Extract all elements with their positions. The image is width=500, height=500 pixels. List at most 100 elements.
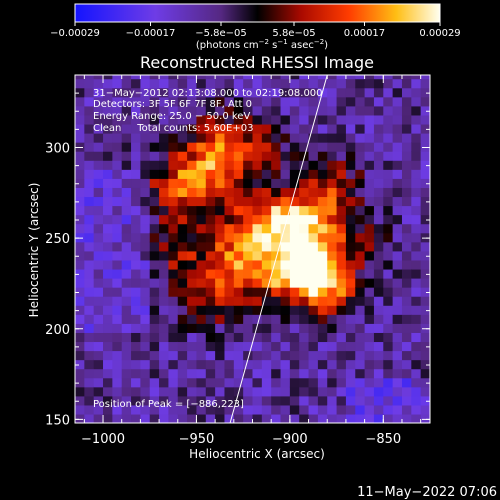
- heatmap-pixel: [252, 250, 263, 261]
- heatmap-pixel: [103, 377, 113, 388]
- heatmap-pixel: [317, 341, 328, 352]
- heatmap-pixel: [261, 114, 272, 125]
- heatmap-pixel: [383, 87, 394, 98]
- heatmap-pixel: [411, 178, 422, 188]
- heatmap-pixel: [187, 223, 198, 234]
- heatmap-pixel: [215, 314, 226, 324]
- heatmap-pixel: [336, 232, 347, 243]
- heatmap-pixel: [345, 341, 356, 352]
- heatmap-pixel: [392, 323, 403, 333]
- heatmap-pixel: [271, 196, 282, 207]
- heatmap-pixel: [205, 278, 216, 288]
- heatmap-pixel: [420, 250, 430, 261]
- heatmap-pixel: [327, 187, 338, 198]
- heatmap-pixel: [149, 359, 160, 370]
- heatmap-pixel: [112, 341, 123, 352]
- heatmap-pixel: [149, 196, 160, 207]
- heatmap-pixel: [373, 232, 384, 243]
- heatmap-pixel: [93, 123, 104, 134]
- heatmap-pixel: [224, 323, 235, 333]
- heatmap-pixel: [261, 160, 272, 170]
- heatmap-pixel: [93, 377, 104, 388]
- heatmap-pixel: [411, 305, 422, 315]
- heatmap-pixel: [271, 377, 282, 388]
- heatmap-pixel: [93, 151, 104, 161]
- heatmap-pixel: [159, 368, 170, 379]
- heatmap-pixel: [299, 160, 310, 170]
- heatmap-pixel: [271, 151, 282, 161]
- heatmap-pixel: [103, 287, 113, 297]
- heatmap-pixel: [243, 296, 254, 306]
- heatmap-pixel: [317, 350, 328, 361]
- heatmap-pixel: [93, 96, 104, 107]
- heatmap-pixel: [271, 96, 282, 107]
- heatmap-pixel: [280, 105, 291, 116]
- heatmap-pixel: [121, 232, 132, 243]
- heatmap-pixel: [215, 395, 226, 406]
- heatmap-pixel: [159, 241, 170, 252]
- heatmap-pixel: [392, 160, 403, 170]
- heatmap-pixel: [355, 377, 366, 388]
- heatmap-pixel: [420, 268, 430, 279]
- heatmap-pixel: [411, 314, 422, 324]
- heatmap-pixel: [233, 268, 244, 279]
- heatmap-pixel: [177, 196, 188, 207]
- heatmap-pixel: [103, 142, 113, 152]
- heatmap-pixel: [327, 332, 338, 343]
- heatmap-pixel: [383, 223, 394, 234]
- heatmap-pixel: [121, 133, 132, 143]
- heatmap-pixel: [205, 404, 216, 415]
- heatmap-pixel: [364, 278, 375, 288]
- heatmap-pixel: [364, 332, 375, 343]
- peak-position-label: Position of Peak = [−886,223]: [93, 399, 244, 410]
- heatmap-pixel: [187, 142, 198, 152]
- heatmap-pixel: [93, 241, 104, 252]
- heatmap-pixel: [364, 314, 375, 324]
- heatmap-pixel: [308, 205, 319, 216]
- heatmap-pixel: [271, 160, 282, 170]
- heatmap-pixel: [205, 305, 216, 315]
- heatmap-pixel: [168, 75, 179, 80]
- heatmap-pixel: [187, 359, 198, 370]
- heatmap-pixel: [261, 377, 272, 388]
- heatmap-pixel: [401, 78, 412, 89]
- heatmap-pixel: [317, 268, 328, 279]
- heatmap-pixel: [159, 296, 170, 306]
- heatmap-pixel: [177, 123, 188, 134]
- heatmap-pixel: [308, 178, 319, 188]
- heatmap-pixel: [233, 114, 244, 125]
- heatmap-pixel: [149, 232, 160, 243]
- heatmap-pixel: [75, 214, 85, 225]
- heatmap-pixel: [411, 187, 422, 198]
- heatmap-pixel: [345, 178, 356, 188]
- heatmap-pixel: [289, 332, 300, 343]
- heatmap-pixel: [420, 169, 430, 179]
- heatmap-pixel: [345, 296, 356, 306]
- heatmap-pixel: [299, 232, 310, 243]
- heatmap-pixel: [168, 395, 179, 406]
- heatmap-pixel: [205, 395, 216, 406]
- heatmap-pixel: [196, 341, 207, 352]
- heatmap-pixel: [140, 232, 151, 243]
- heatmap-pixel: [355, 241, 366, 252]
- heatmap-pixel: [317, 223, 328, 234]
- heatmap-pixel: [308, 96, 319, 107]
- heatmap-pixel: [233, 169, 244, 179]
- heatmap-pixel: [168, 187, 179, 198]
- heatmap-pixel: [420, 404, 430, 415]
- heatmap-pixel: [345, 413, 356, 423]
- heatmap-pixel: [383, 287, 394, 297]
- heatmap-pixel: [205, 114, 216, 125]
- heatmap-pixel: [121, 305, 132, 315]
- heatmap-pixel: [159, 196, 170, 207]
- heatmap-pixel: [233, 305, 244, 315]
- heatmap-pixel: [84, 160, 95, 170]
- heatmap-pixel: [196, 296, 207, 306]
- heatmap-pixel: [196, 350, 207, 361]
- heatmap-pixel: [177, 341, 188, 352]
- heatmap-pixel: [233, 196, 244, 207]
- heatmap-pixel: [411, 278, 422, 288]
- heatmap-pixel: [112, 404, 123, 415]
- heatmap-pixel: [289, 105, 300, 116]
